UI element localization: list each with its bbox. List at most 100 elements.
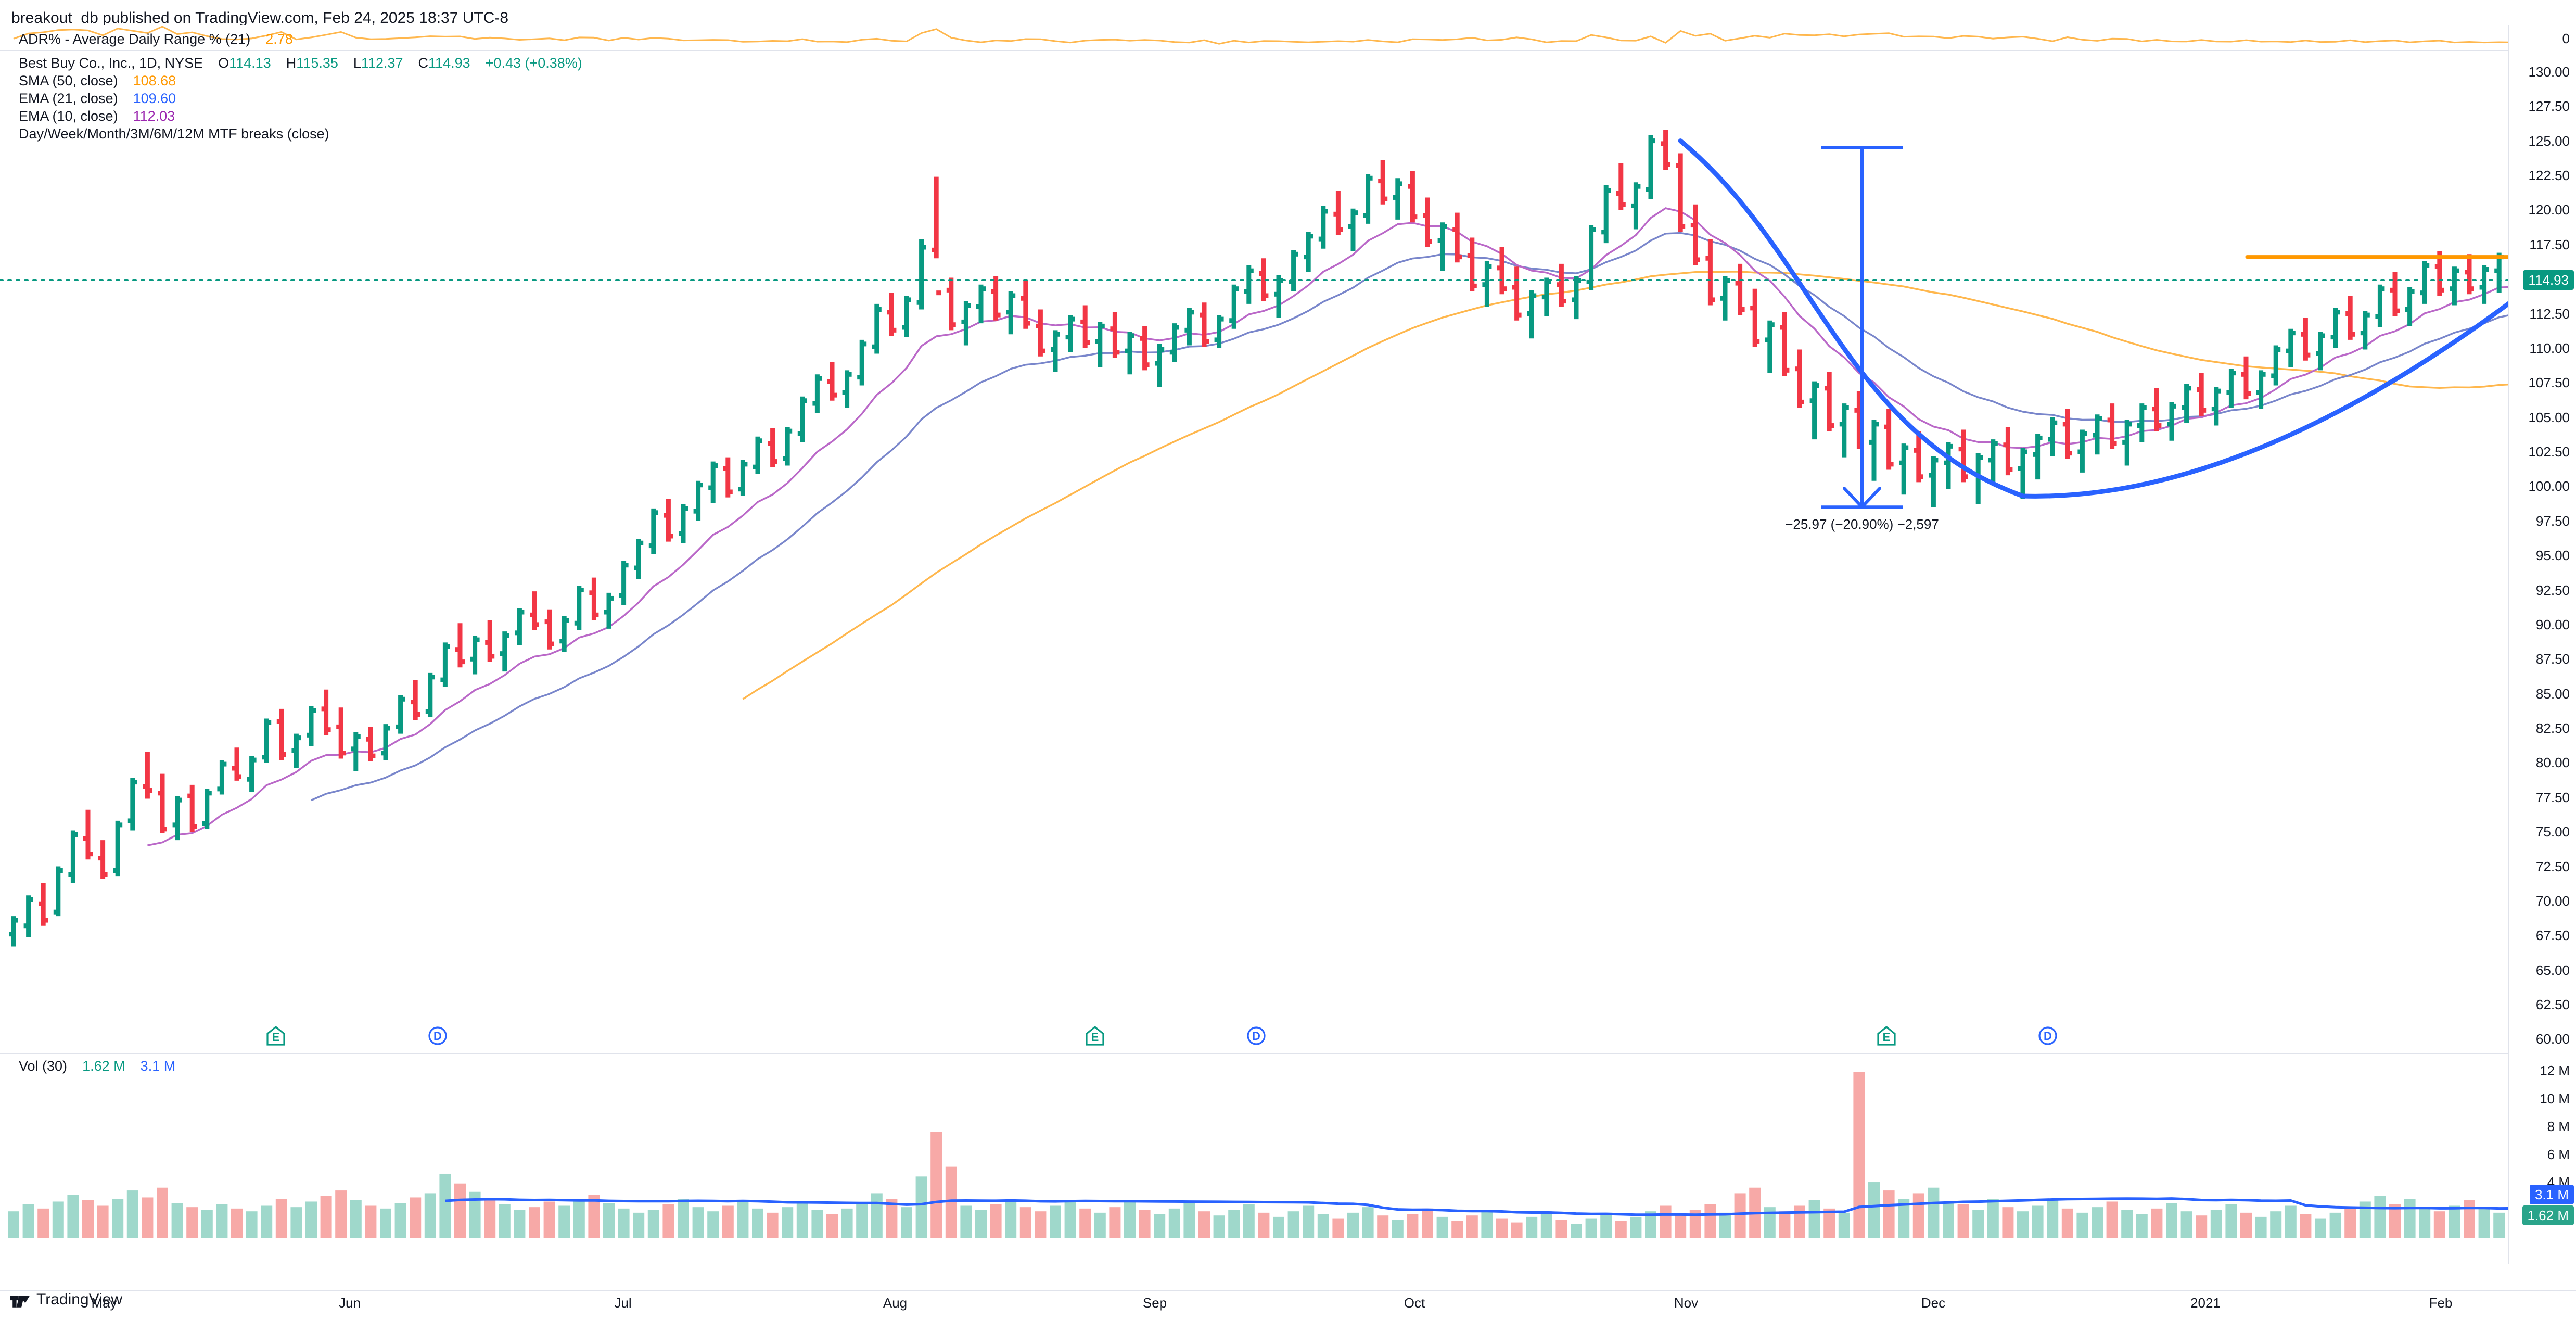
- dividend-marker-icon[interactable]: D: [1246, 1025, 1267, 1046]
- price-scale-tick: 107.50: [2528, 376, 2570, 389]
- svg-text:E: E: [1883, 1031, 1891, 1044]
- ema21-value: 109.60: [133, 91, 176, 106]
- adr-plot-area[interactable]: [0, 25, 2508, 50]
- adr-pane[interactable]: ADR% - Average Daily Range % (21) 2.78: [0, 25, 2576, 50]
- ema10-value: 112.03: [133, 108, 175, 124]
- volume-plot-area[interactable]: [0, 1054, 2508, 1238]
- chart-frame: ADR% - Average Daily Range % (21) 2.78 B…: [0, 25, 2576, 1264]
- mtf-row: Day/Week/Month/3M/6M/12M MTF breaks (clo…: [19, 125, 582, 143]
- price-pane[interactable]: Best Buy Co., Inc., 1D, NYSE O114.13 H11…: [0, 51, 2576, 1053]
- last-price-badge[interactable]: 114.93: [2523, 270, 2574, 290]
- time-scale-tick: Sep: [1143, 1295, 1167, 1311]
- publish-credit: breakout_db published on TradingView.com…: [11, 9, 508, 27]
- price-scale-tick: 95.00: [2536, 549, 2570, 562]
- price-scale-tick: 65.00: [2536, 963, 2570, 977]
- volume-scale-tick: 10 M: [2540, 1092, 2570, 1106]
- sma50-row: SMA (50, close) 108.68: [19, 72, 582, 90]
- time-scale-tick: Feb: [2429, 1295, 2453, 1311]
- tradingview-glyph-icon: [10, 1292, 30, 1308]
- price-scale-tick: 62.50: [2536, 998, 2570, 1011]
- price-scale-tick: 105.00: [2528, 411, 2570, 424]
- time-scale-tick: Jun: [339, 1295, 361, 1311]
- volume-ma-badge[interactable]: 3.1 M: [2530, 1185, 2574, 1204]
- price-series-canvas: [0, 51, 2508, 1053]
- price-scale-tick: 80.00: [2536, 756, 2570, 769]
- time-scale-tick: Aug: [883, 1295, 907, 1311]
- volume-series-canvas: [0, 1054, 2508, 1238]
- svg-text:E: E: [272, 1031, 280, 1044]
- ema10-row: EMA (10, close) 112.03: [19, 107, 582, 125]
- earnings-marker-icon[interactable]: E: [1085, 1025, 1105, 1046]
- svg-text:E: E: [1091, 1031, 1099, 1044]
- earnings-marker-icon[interactable]: E: [266, 1025, 286, 1046]
- price-scale-tick: 82.50: [2536, 721, 2570, 735]
- volume-last-badge[interactable]: 1.62 M: [2522, 1205, 2574, 1225]
- price-scale-tick: 70.00: [2536, 894, 2570, 908]
- price-scale-tick: 90.00: [2536, 618, 2570, 631]
- price-scale-tick: 60.00: [2536, 1032, 2570, 1046]
- adr-series-canvas: [0, 25, 2508, 50]
- time-scale-tick: Jul: [614, 1295, 631, 1311]
- volume-scale-tick: 12 M: [2540, 1064, 2570, 1077]
- price-scale-tick: 72.50: [2536, 860, 2570, 873]
- volume-pane[interactable]: Vol (30) 1.62 M 3.1 M: [0, 1054, 2576, 1238]
- volume-value-teal: 1.62 M: [82, 1058, 125, 1074]
- adr-legend-row: ADR% - Average Daily Range % (21) 2.78: [19, 30, 293, 48]
- price-scale-tick: 122.50: [2528, 169, 2570, 182]
- price-scale-tick: 120.00: [2528, 203, 2570, 217]
- adr-legend-value: 2.78: [265, 31, 293, 47]
- volume-legend-row: Vol (30) 1.62 M 3.1 M: [19, 1057, 175, 1075]
- price-scale-tick: 67.50: [2536, 929, 2570, 942]
- time-scale-tick: 2021: [2190, 1295, 2221, 1311]
- dividend-marker-icon[interactable]: D: [427, 1025, 448, 1046]
- symbol-title: Best Buy Co., Inc., 1D, NYSE: [19, 55, 203, 71]
- price-scale[interactable]: 0 130.00 127.50 125.00 122.50 120.00 117.50 112…: [2508, 25, 2576, 1264]
- sma50-label: SMA (50, close): [19, 73, 118, 88]
- sma50-value: 108.68: [133, 73, 176, 88]
- price-scale-tick: 100.00: [2528, 479, 2570, 493]
- svg-text:D: D: [2044, 1030, 2052, 1043]
- low-value: 112.37: [361, 55, 403, 71]
- dividend-marker-icon[interactable]: D: [2037, 1025, 2058, 1046]
- measurement-label: −25.97 (−20.90%) −2,597: [1785, 516, 1939, 532]
- open-label: O: [218, 55, 229, 71]
- price-scale-tick: 75.00: [2536, 825, 2570, 839]
- time-scale-tick: Oct: [1404, 1295, 1425, 1311]
- symbol-ohlc-row: Best Buy Co., Inc., 1D, NYSE O114.13 H11…: [19, 54, 582, 72]
- high-label: H: [286, 55, 297, 71]
- change-value: +0.43 (+0.38%): [486, 55, 582, 71]
- price-plot-area[interactable]: [0, 51, 2508, 1053]
- volume-legend-title: Vol (30): [19, 1058, 67, 1074]
- earnings-marker-icon[interactable]: E: [1877, 1025, 1896, 1046]
- time-scale-tick: Dec: [1921, 1295, 1945, 1311]
- price-scale-tick: 102.50: [2528, 445, 2570, 459]
- volume-scale-tick: 6 M: [2547, 1148, 2570, 1161]
- tradingview-logo: TradingView: [10, 1291, 122, 1309]
- price-scale-tick: 112.50: [2529, 307, 2570, 321]
- price-scale-tick: 117.50: [2529, 238, 2570, 251]
- price-scale-tick: 87.50: [2536, 652, 2570, 666]
- svg-text:D: D: [1252, 1030, 1260, 1043]
- close-label: C: [418, 55, 429, 71]
- ema10-label: EMA (10, close): [19, 108, 118, 124]
- price-legend: Best Buy Co., Inc., 1D, NYSE O114.13 H11…: [19, 54, 582, 143]
- volume-value-blue: 3.1 M: [141, 1058, 176, 1074]
- adr-legend: ADR% - Average Daily Range % (21) 2.78: [19, 30, 293, 48]
- price-scale-tick: 110.00: [2529, 341, 2570, 355]
- volume-legend: Vol (30) 1.62 M 3.1 M: [19, 1057, 175, 1075]
- adr-legend-title: ADR% - Average Daily Range % (21): [19, 31, 250, 47]
- tradingview-logo-text: TradingView: [36, 1291, 122, 1309]
- price-scale-tick: 125.00: [2528, 134, 2570, 148]
- high-value: 115.35: [296, 55, 338, 71]
- price-scale-tick: 77.50: [2536, 791, 2570, 804]
- price-scale-tick: 130.00: [2528, 65, 2570, 79]
- close-value: 114.93: [428, 55, 470, 71]
- low-label: L: [353, 55, 361, 71]
- open-value: 114.13: [229, 55, 271, 71]
- price-scale-tick: 127.50: [2528, 99, 2570, 113]
- svg-text:D: D: [433, 1030, 442, 1043]
- price-scale-tick: 85.00: [2536, 687, 2570, 701]
- ema21-row: EMA (21, close) 109.60: [19, 90, 582, 107]
- adr-scale-tick: 0: [2562, 32, 2570, 45]
